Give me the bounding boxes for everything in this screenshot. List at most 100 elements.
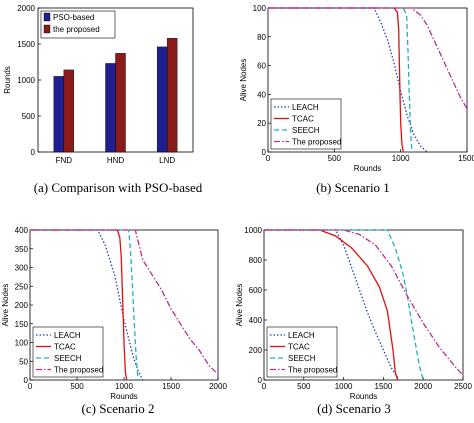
x-tick-label: 1000: [115, 382, 133, 391]
x-axis-label: Rounds: [350, 392, 378, 401]
legend-label: The proposed: [54, 366, 103, 375]
y-axis-label: Alive Nodes: [239, 59, 248, 102]
series-line: [268, 7, 468, 110]
caption: (b) Scenario 1: [316, 180, 390, 195]
series-line: [30, 229, 128, 381]
x-tick-label: 0: [262, 382, 267, 391]
x-tick-label: FND: [56, 156, 73, 165]
y-tick-label: 250: [15, 282, 29, 291]
y-tick-label: 200: [15, 301, 29, 310]
y-tick-label: 150: [15, 320, 29, 329]
bar: [115, 53, 126, 153]
y-tick-label: 0: [31, 148, 36, 157]
x-tick-label: 2000: [209, 382, 227, 391]
x-axis-label: Rounds: [354, 164, 382, 173]
y-tick-label: 40: [257, 90, 266, 99]
panel-d: 0 500 1000 1500 2000 250002004006008001000Rou…: [235, 226, 472, 416]
legend-label: LEACH: [292, 103, 319, 112]
y-axis-label: Alive Nodes: [235, 284, 244, 327]
y-tick-label: 400: [249, 316, 263, 325]
series-line: [264, 229, 464, 376]
y-tick-label: 2000: [17, 4, 35, 13]
legend-box: [266, 326, 338, 378]
legend-label: TCAC: [288, 343, 310, 352]
y-tick-label: 1500: [17, 40, 35, 49]
legend-label: TCAC: [292, 115, 314, 124]
y-tick-label: 300: [15, 264, 29, 273]
panel-a: 0 500 1000 1500 2000 FND HND LND Rounds PSO-based…: [3, 4, 203, 195]
bar: [156, 46, 168, 153]
x-tick-label: LND: [159, 156, 175, 165]
series-line: [30, 229, 219, 375]
bar: [166, 38, 178, 153]
legend-label: LEACH: [54, 331, 81, 340]
x-tick-label: 1000: [392, 154, 410, 163]
y-axis-label: Alive Nodes: [1, 284, 10, 327]
legend-label: the proposed: [53, 25, 100, 34]
x-tick-label: 2500: [454, 382, 472, 391]
y-tick-label: 100: [253, 4, 267, 13]
y-tick-label: 500: [22, 112, 36, 121]
y-tick-label: 1000: [17, 76, 35, 85]
legend-label: SEECH: [292, 126, 320, 135]
legend-label: The proposed: [288, 366, 337, 375]
legend: LEACH TCAC SEECH The proposed: [266, 326, 338, 378]
y-tick-label: 200: [249, 346, 263, 355]
x-tick-label: 1500: [458, 154, 474, 163]
y-tick-label: 20: [257, 119, 266, 128]
legend-label: SEECH: [288, 354, 316, 363]
legend-label: LEACH: [288, 331, 315, 340]
x-tick-label: 500: [328, 154, 342, 163]
y-tick-label: 800: [249, 256, 263, 265]
y-tick-label: 100: [15, 339, 29, 348]
y-tick-label: 60: [257, 62, 266, 71]
bar: [63, 69, 75, 153]
x-axis-label: Rounds: [110, 392, 138, 401]
y-tick-label: 0: [258, 376, 263, 385]
legend-swatch: [43, 12, 51, 22]
legend-label: The proposed: [292, 138, 341, 147]
y-tick-label: 600: [249, 286, 263, 295]
x-tick-label: 1500: [162, 382, 180, 391]
y-tick-label: 50: [19, 357, 28, 366]
legend-box: [32, 326, 104, 378]
x-tick-label: HND: [107, 156, 125, 165]
legend-box: [270, 98, 342, 150]
series-line: [268, 7, 413, 153]
y-tick-label: 0: [24, 376, 29, 385]
series-line: [268, 7, 428, 153]
x-tick-label: 0: [266, 154, 271, 163]
x-tick-label: 1500: [375, 382, 393, 391]
x-tick-label: 0: [28, 382, 33, 391]
bar: [53, 76, 65, 153]
series-line: [268, 7, 404, 153]
legend: PSO-based the proposed: [40, 10, 116, 39]
legend-box: [40, 10, 116, 39]
y-tick-label: 1000: [244, 226, 262, 235]
legend-label: SEECH: [54, 354, 82, 363]
x-tick-label: 500: [297, 382, 311, 391]
x-tick-label: 500: [70, 382, 84, 391]
series-line: [30, 229, 139, 381]
x-tick-label: 1000: [335, 382, 353, 391]
y-tick-label: 400: [15, 226, 29, 235]
y-tick-label: 80: [257, 33, 266, 42]
y-tick-label: 350: [15, 245, 29, 254]
y-tick-label: 0: [262, 148, 267, 157]
panel-c: 0 500 1000 1500 2000 0 50 100 150 200 250 300 350 400…: [1, 226, 227, 416]
x-tick-label: 2000: [414, 382, 432, 391]
panel-b: 0 500 1000 1500 0 20 40 60 80 100 Rounds Alive Node…: [239, 4, 474, 195]
legend: LEACH TCAC SEECH The proposed: [32, 326, 104, 378]
series-line: [264, 229, 399, 381]
series-line: [264, 229, 400, 381]
legend: LEACH TCAC SEECH The proposed: [270, 98, 342, 150]
legend-label: PSO-based: [53, 13, 94, 22]
y-axis-label: Rounds: [3, 66, 12, 94]
bar: [105, 63, 116, 153]
caption: (d) Scenario 3: [317, 401, 391, 416]
caption: (c) Scenario 2: [82, 401, 155, 416]
legend-swatch: [43, 24, 51, 34]
legend-label: TCAC: [54, 343, 76, 352]
caption: (a) Comparison with PSO-based: [34, 180, 203, 195]
